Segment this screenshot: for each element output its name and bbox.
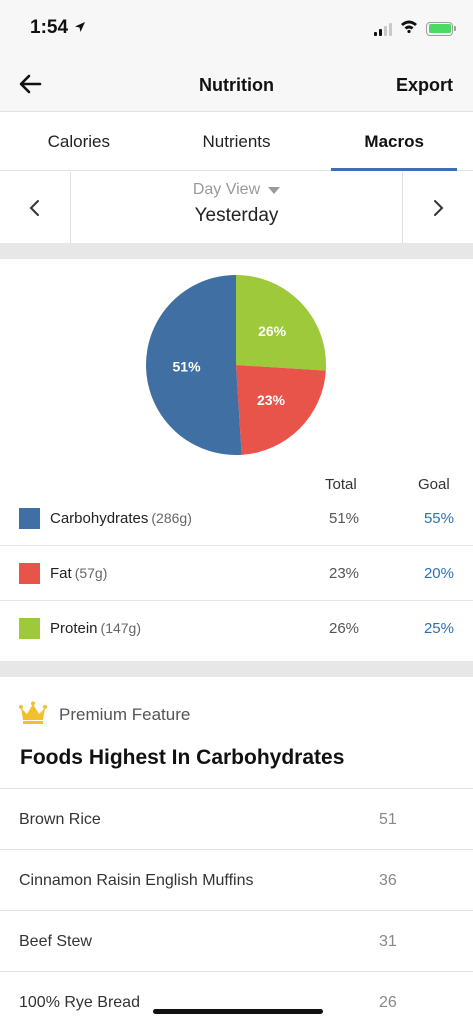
- macros-pie-chart: 26% 23% 51%: [145, 275, 326, 455]
- date-label: Yesterday: [194, 205, 279, 226]
- macro-total: 23%: [329, 565, 360, 582]
- tab-macros[interactable]: Macros: [315, 112, 473, 171]
- macro-goal[interactable]: 20%: [423, 565, 454, 582]
- status-icons: [374, 19, 456, 38]
- pie-slice-fat: [236, 365, 326, 455]
- tab-calories[interactable]: Calories: [47, 132, 111, 151]
- macro-label: Carbohydrates (286g): [50, 510, 192, 527]
- section-divider: [0, 661, 473, 677]
- macro-row-carbohydrates: Carbohydrates (286g) 51% 55%: [0, 491, 473, 546]
- premium-feature-banner[interactable]: Premium Feature: [0, 693, 473, 733]
- macro-goal[interactable]: 25%: [423, 620, 454, 637]
- pie-label-carbohydrates: 51%: [173, 359, 202, 375]
- macros-legend: Carbohydrates (286g) 51% 55% Fat (57g) 23%…: [0, 491, 473, 656]
- location-arrow-icon: [74, 17, 86, 39]
- legend-header: Total Goal: [0, 476, 473, 496]
- pie-label-protein: 26%: [258, 323, 287, 339]
- list-item[interactable]: Brown Rice 51: [0, 789, 473, 850]
- pie-slice-protein: [236, 275, 326, 371]
- list-item[interactable]: Beef Stew 31: [0, 911, 473, 972]
- wifi-icon: [400, 19, 418, 38]
- previous-day-button[interactable]: [0, 172, 71, 243]
- back-arrow-icon: [19, 74, 42, 94]
- section-divider: [0, 243, 473, 259]
- back-button[interactable]: [16, 70, 46, 98]
- caret-down-icon: [268, 186, 281, 194]
- battery-charging-icon: [426, 21, 456, 36]
- tab-bar: Calories Nutrients Macros: [0, 112, 473, 171]
- list-item[interactable]: 100% Rye Bread 26: [0, 972, 473, 1024]
- home-indicator[interactable]: [153, 1009, 323, 1014]
- carbohydrates-swatch: [19, 508, 40, 529]
- food-value: 36: [379, 872, 397, 889]
- status-time: 1:54: [30, 17, 69, 38]
- macros-pie-chart-section: 26% 23% 51%: [0, 259, 473, 465]
- date-display[interactable]: Day View Yesterday: [71, 172, 402, 243]
- food-name: Cinnamon Raisin English Muffins: [19, 872, 254, 889]
- fat-swatch: [19, 563, 40, 584]
- food-value: 26: [379, 994, 397, 1011]
- export-button[interactable]: Export: [395, 75, 453, 95]
- date-selector: Day View Yesterday: [0, 172, 473, 243]
- pie-slice-carbohydrates: [145, 275, 242, 455]
- food-name: 100% Rye Bread: [19, 994, 140, 1011]
- macro-grams: (286g): [151, 510, 192, 526]
- food-value: 51: [379, 811, 397, 828]
- chevron-left-icon: [29, 199, 39, 216]
- macro-grams: (57g): [74, 565, 108, 581]
- food-value: 31: [379, 933, 397, 950]
- status-time-group: 1:54: [30, 17, 86, 39]
- next-day-button[interactable]: [402, 172, 473, 243]
- tab-nutrients[interactable]: Nutrients: [202, 132, 271, 151]
- macro-total: 51%: [329, 510, 360, 527]
- premium-feature-label: Premium Feature: [59, 705, 191, 724]
- macro-name: Fat: [50, 565, 72, 582]
- goal-column-header: Goal: [418, 476, 450, 493]
- macro-label: Protein (147g): [50, 620, 141, 637]
- foods-list: Brown Rice 51 Cinnamon Raisin English Mu…: [0, 788, 473, 1024]
- crown-icon: [19, 701, 47, 724]
- navigation-bar: Nutrition Export: [0, 56, 473, 112]
- macro-goal[interactable]: 55%: [423, 510, 454, 527]
- macro-row-fat: Fat (57g) 23% 20%: [0, 546, 473, 601]
- day-view-label: Day View: [192, 181, 261, 198]
- total-column-header: Total: [325, 476, 357, 493]
- macro-total: 26%: [329, 620, 360, 637]
- page-title: Nutrition: [199, 75, 274, 95]
- food-name: Beef Stew: [19, 933, 92, 950]
- pie-label-fat: 23%: [257, 392, 286, 408]
- chevron-right-icon: [434, 199, 444, 216]
- protein-swatch: [19, 618, 40, 639]
- status-bar: 1:54: [0, 0, 473, 56]
- cellular-signal-icon: [374, 22, 392, 36]
- macro-name: Protein: [50, 620, 98, 637]
- macro-grams: (147g): [100, 620, 141, 636]
- foods-section-title: Foods Highest In Carbohydrates: [20, 746, 345, 769]
- battery-fill: [428, 24, 451, 33]
- day-view-dropdown[interactable]: Day View: [192, 181, 281, 199]
- food-name: Brown Rice: [19, 811, 101, 828]
- macro-row-protein: Protein (147g) 26% 25%: [0, 601, 473, 656]
- list-item[interactable]: Cinnamon Raisin English Muffins 36: [0, 850, 473, 911]
- macro-label: Fat (57g): [50, 565, 107, 582]
- macro-name: Carbohydrates: [50, 510, 149, 527]
